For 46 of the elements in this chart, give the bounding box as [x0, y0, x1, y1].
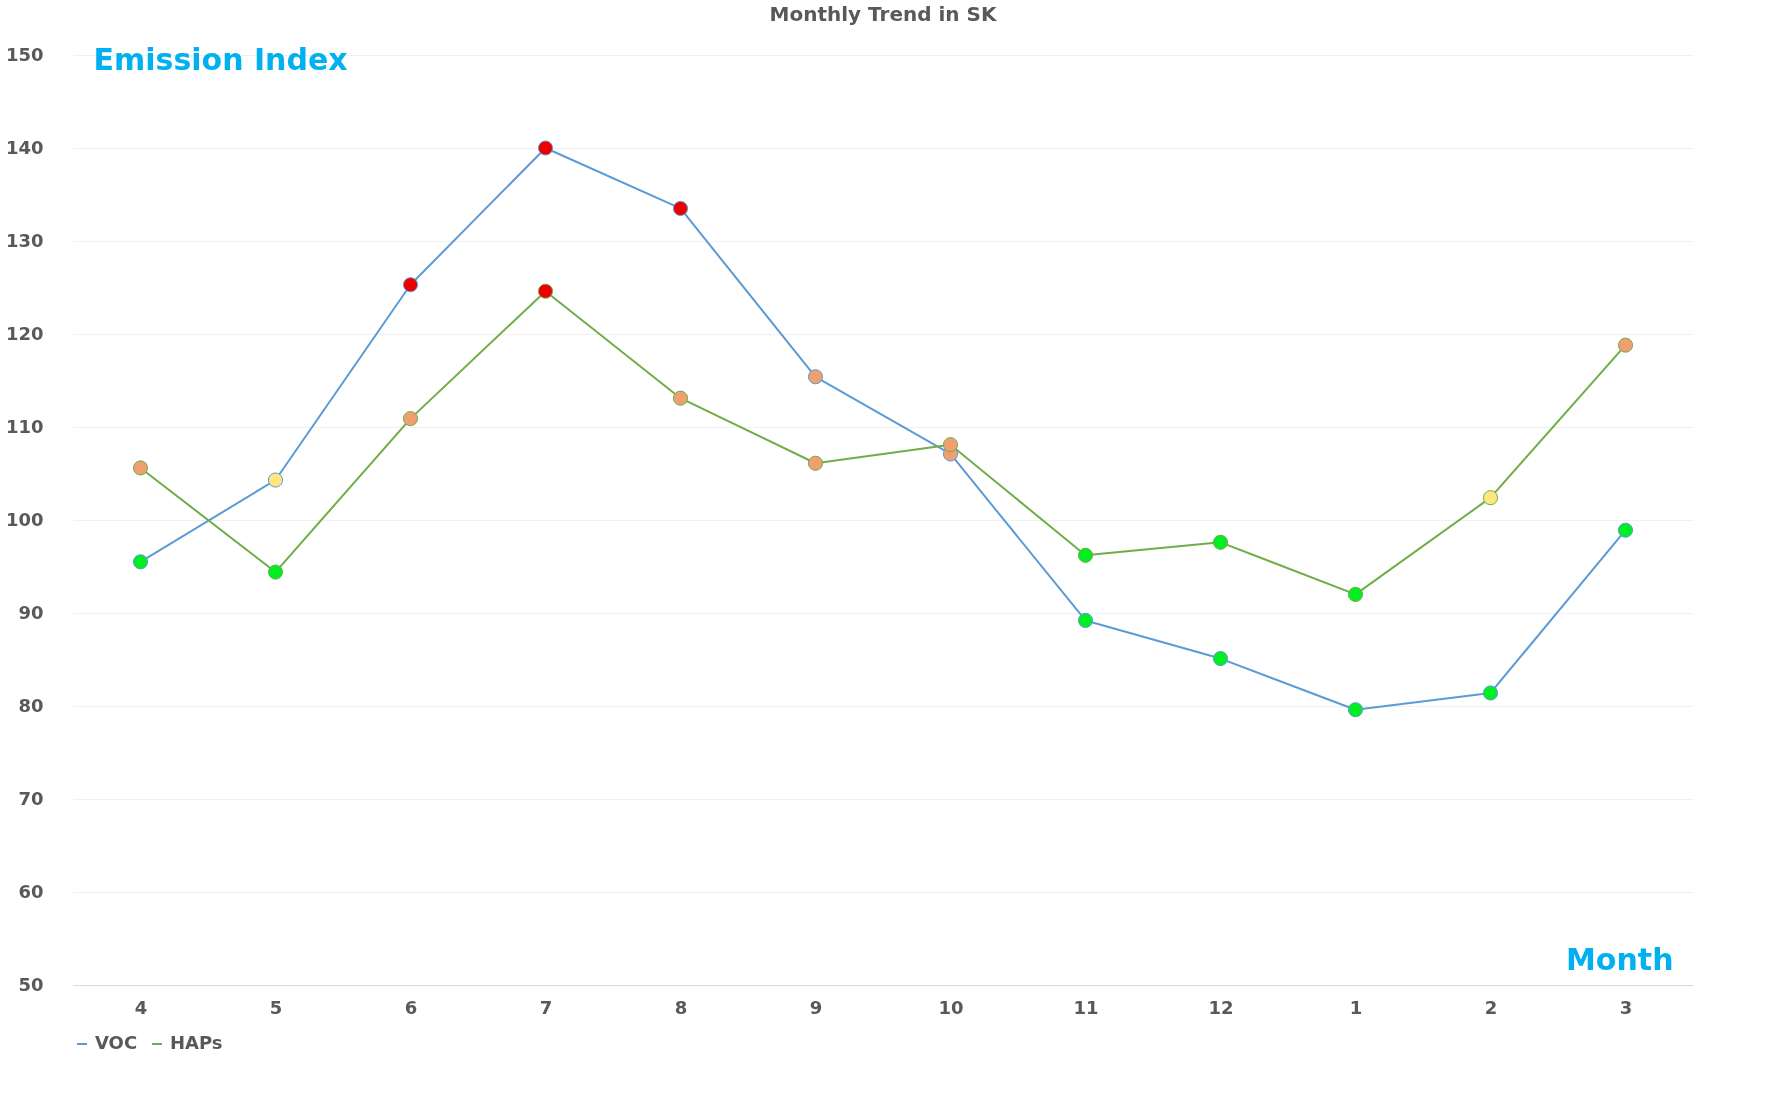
y-tick-label: 50: [18, 973, 44, 995]
y-tick-label: 100: [5, 508, 44, 530]
point: [942, 437, 959, 453]
x-tick-label: 9: [809, 996, 823, 1018]
point: [267, 472, 284, 488]
point: [402, 411, 419, 427]
point: [132, 554, 149, 570]
legend-label: VOC: [95, 1032, 138, 1053]
chart-title: Monthly Trend in SK: [769, 2, 998, 26]
point: [537, 283, 554, 299]
y-tick-label: 90: [18, 601, 44, 623]
x-axis-title: Month: [1565, 941, 1674, 977]
x-tick-label: 4: [134, 996, 148, 1018]
point: [1617, 337, 1634, 353]
y-tick-label: 150: [5, 43, 44, 65]
legend-label: HAPs: [170, 1032, 223, 1053]
point: [1347, 702, 1364, 718]
point: [672, 200, 689, 217]
point: [537, 140, 554, 156]
x-tick-label: 5: [269, 996, 283, 1018]
y-tick-label: 80: [18, 694, 44, 716]
y-tick-label: 140: [5, 136, 44, 158]
x-tick-label: 1: [1349, 996, 1363, 1018]
y-axis-title: Emission Index: [93, 41, 348, 77]
y-tick-label: 60: [18, 880, 44, 902]
y-tick-label: 70: [18, 787, 44, 809]
x-tick-label: 7: [539, 996, 553, 1018]
point: [1617, 522, 1634, 538]
point: [1482, 685, 1499, 701]
x-tick-label: 8: [674, 996, 688, 1018]
y-tick-label: 120: [5, 322, 44, 344]
x-tick-label: 12: [1208, 996, 1234, 1018]
point: [1077, 612, 1094, 628]
point: [402, 277, 419, 293]
x-tick-label: 6: [404, 996, 418, 1018]
y-tick-label: 130: [5, 229, 44, 251]
y-tick-label: 110: [5, 415, 44, 437]
x-tick-label: 2: [1484, 996, 1498, 1018]
x-tick-label: 11: [1073, 996, 1099, 1018]
point: [807, 455, 824, 471]
x-tick-label: 10: [938, 996, 964, 1018]
point: [132, 460, 149, 476]
point: [672, 390, 689, 406]
point: [1482, 490, 1499, 506]
point: [1212, 651, 1229, 667]
x-tick-label: 3: [1619, 996, 1633, 1018]
